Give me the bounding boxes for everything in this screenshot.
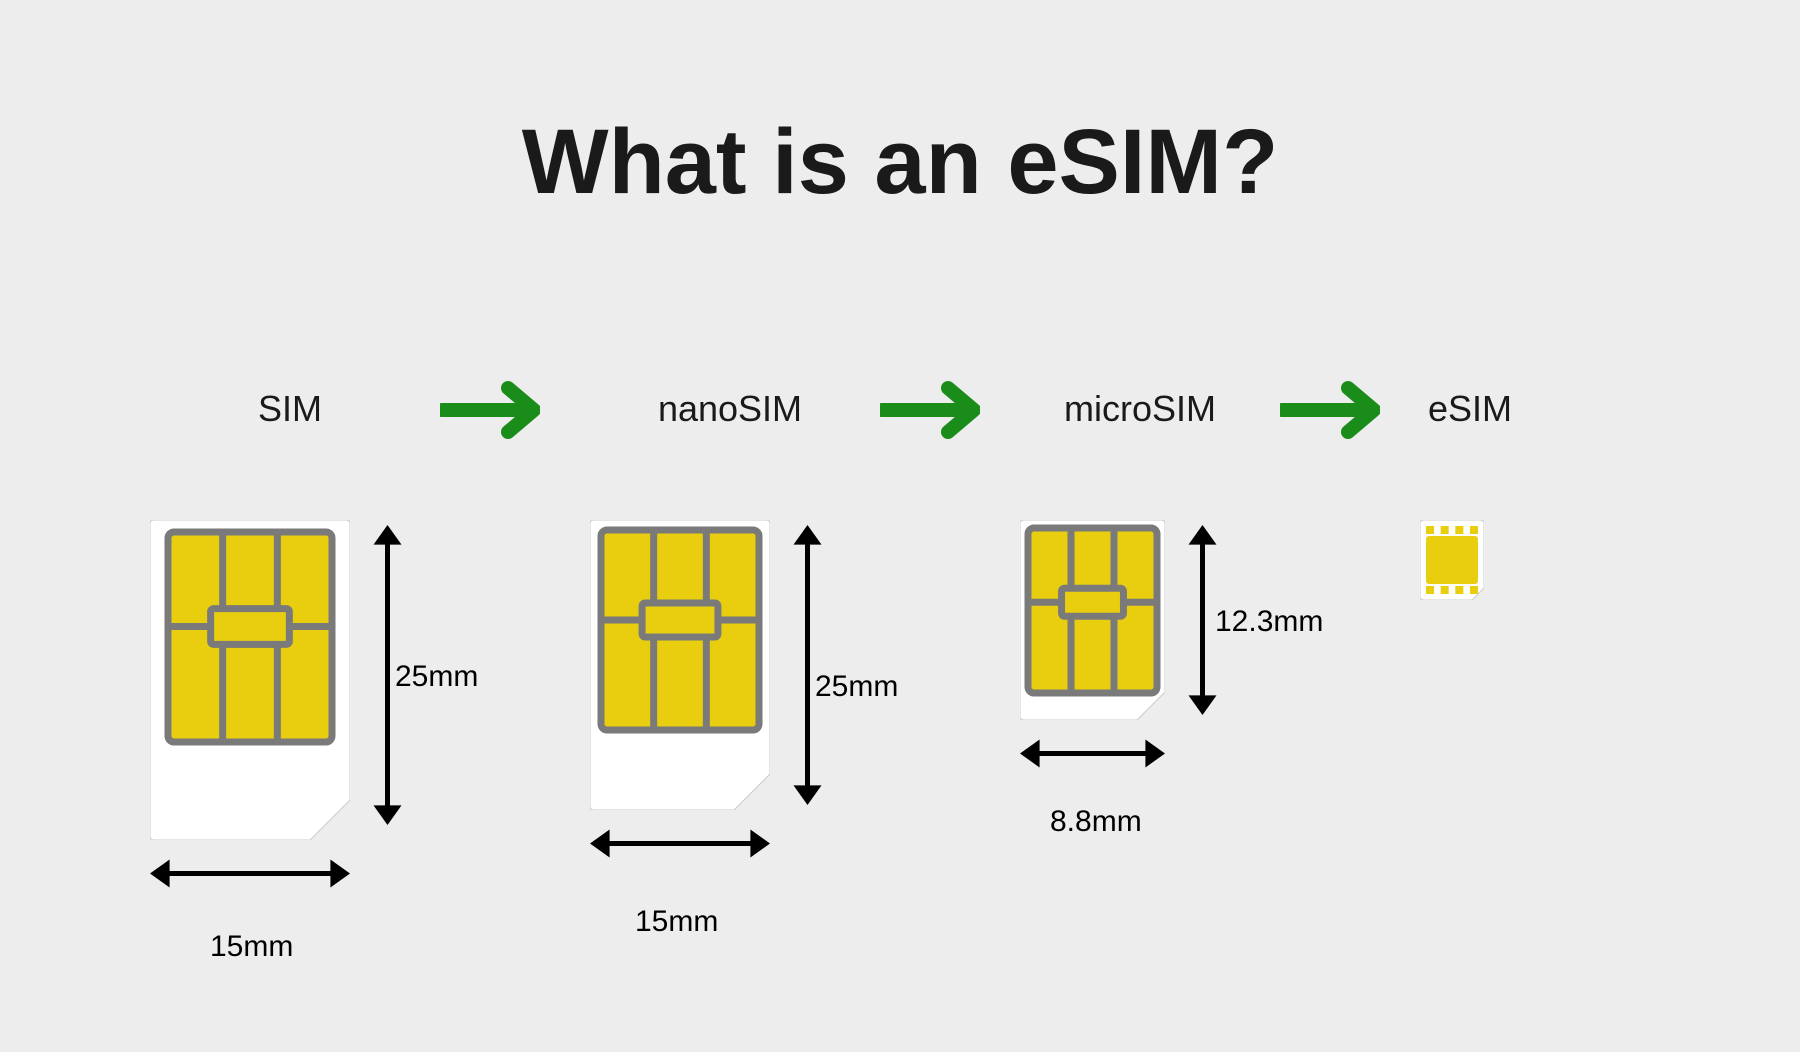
dim-arrow-horizontal	[1020, 734, 1165, 778]
nanosim-card	[590, 520, 770, 815]
dim-label-height: 25mm	[395, 660, 478, 694]
sim-type-label: eSIM	[1390, 388, 1550, 430]
dim-arrow-horizontal	[590, 824, 770, 868]
sim-type-label: nanoSIM	[620, 388, 840, 430]
dim-label-width: 15mm	[635, 905, 718, 939]
esim-card	[1420, 520, 1484, 605]
sim-card	[150, 520, 350, 845]
arrow-right-icon	[440, 377, 540, 448]
page-title: What is an eSIM?	[0, 110, 1800, 215]
dim-label-width: 15mm	[210, 930, 293, 964]
dim-label-width: 8.8mm	[1050, 805, 1142, 839]
dim-label-height: 12.3mm	[1215, 605, 1323, 639]
dim-arrow-horizontal	[150, 854, 350, 898]
dim-label-height: 25mm	[815, 670, 898, 704]
dim-arrow-vertical	[788, 525, 827, 810]
sim-type-label: SIM	[220, 388, 360, 430]
arrow-right-icon	[1280, 377, 1380, 448]
sim-type-label: microSIM	[1030, 388, 1250, 430]
microsim-card	[1020, 520, 1165, 725]
arrow-right-icon	[880, 377, 980, 448]
